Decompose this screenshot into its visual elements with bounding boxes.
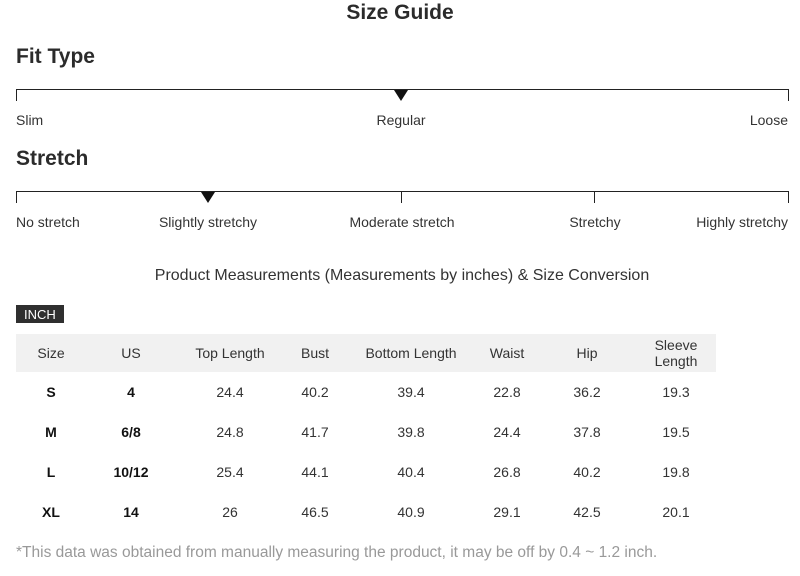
stretch-tick-0 [16,191,17,203]
stretch-label-stretchy: Stretchy [569,214,621,230]
cell-size: XL [42,504,60,520]
stretch-label-highly-stretchy: Highly stretchy [696,214,788,230]
cell-waist: 26.8 [493,464,521,480]
cell-sleeve-length: 19.5 [662,424,690,440]
cell-hip: 40.2 [573,464,601,480]
cell-bottom-length: 40.4 [397,464,425,480]
cell-bust: 46.5 [301,504,329,520]
cell-sleeve-length: 19.3 [662,384,690,400]
size-table: Size US Top Length Bust Bottom Length Wa… [16,334,716,532]
table-row: M 6/8 24.8 41.7 39.8 24.4 37.8 19.5 [16,412,716,452]
cell-size: S [46,384,56,400]
column-header-sleeve-length: Sleeve Length [636,334,716,372]
unit-badge: INCH [16,305,64,323]
footnote: *This data was obtained from manually me… [16,544,658,561]
cell-top-length: 24.4 [216,384,244,400]
column-header-top-length: Top Length [176,334,284,372]
page-title: Size Guide [346,1,454,24]
cell-top-length: 26 [222,504,238,520]
column-header-bottom-length: Bottom Length [346,334,476,372]
cell-top-length: 25.4 [216,464,244,480]
cell-us: 14 [123,504,139,520]
stretch-label-moderate-stretch: Moderate stretch [349,214,455,230]
column-header-size: Size [16,334,86,372]
cell-bust: 44.1 [301,464,329,480]
column-header-waist: Waist [476,334,538,372]
cell-bottom-length: 39.4 [397,384,425,400]
cell-us: 6/8 [121,424,141,440]
cell-waist: 24.4 [493,424,521,440]
stretch-scale-line [16,191,789,192]
cell-bottom-length: 40.9 [397,504,425,520]
stretch-heading: Stretch [16,147,89,170]
fit-type-marker-icon [394,90,408,101]
cell-waist: 22.8 [493,384,521,400]
fit-label-regular: Regular [376,112,426,128]
column-header-bust: Bust [284,334,346,372]
fit-type-scale-line [16,89,789,90]
cell-us: 4 [127,384,135,400]
cell-waist: 29.1 [493,504,521,520]
stretch-label-slightly-stretchy: Slightly stretchy [158,214,258,230]
measurements-heading: Product Measurements (Measurements by in… [154,267,650,284]
cell-bust: 41.7 [301,424,329,440]
cell-us: 10/12 [113,464,149,480]
fit-label-slim: Slim [16,112,44,128]
cell-hip: 37.8 [573,424,601,440]
cell-sleeve-length: 20.1 [662,504,690,520]
column-header-hip: Hip [538,334,636,372]
fit-type-heading: Fit Type [16,45,95,68]
fit-label-loose: Loose [749,112,788,128]
cell-sleeve-length: 19.8 [662,464,690,480]
column-header-us: US [86,334,176,372]
cell-size: M [45,424,57,440]
table-row: S 4 24.4 40.2 39.4 22.8 36.2 19.3 [16,372,716,412]
stretch-marker-icon [201,192,215,203]
cell-top-length: 24.8 [216,424,244,440]
cell-hip: 42.5 [573,504,601,520]
stretch-tick-3 [594,191,595,203]
cell-bottom-length: 39.8 [397,424,425,440]
table-header-row: Size US Top Length Bust Bottom Length Wa… [16,334,716,372]
fit-type-tick-end [788,89,789,101]
stretch-tick-4 [788,191,789,203]
cell-bust: 40.2 [301,384,329,400]
table-row: L 10/12 25.4 44.1 40.4 26.8 40.2 19.8 [16,452,716,492]
cell-size: L [46,464,56,480]
stretch-label-no-stretch: No stretch [16,214,80,230]
table-row: XL 14 26 46.5 40.9 29.1 42.5 20.1 [16,492,716,532]
stretch-tick-2 [401,191,402,203]
cell-hip: 36.2 [573,384,601,400]
fit-type-tick-start [16,89,17,101]
